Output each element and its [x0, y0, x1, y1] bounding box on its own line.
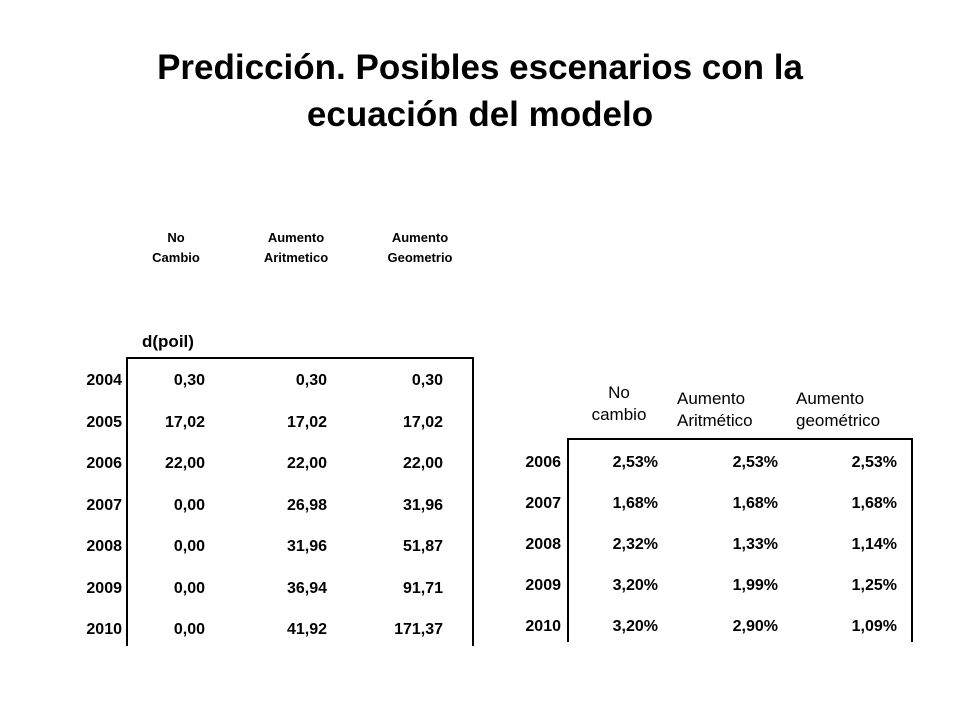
t1-year-cell: 2010 [86, 621, 122, 638]
t2-value-cell: 1,68% [612, 495, 658, 512]
t1-year-cell: 2007 [86, 497, 122, 514]
t1-value-cell: 0,30 [295, 372, 327, 389]
t1-value-cell: 91,71 [402, 580, 443, 597]
t1-unit-label: d(poil) [142, 332, 194, 351]
t1-header-line: No [167, 230, 185, 245]
t1-header-aumento-aritmetico: Aumento Aritmetico [246, 228, 346, 268]
t2-header-line: Aumento [796, 389, 865, 408]
t1-value-cell: 36,94 [286, 580, 327, 597]
t2-value-cell: 1,25% [851, 577, 897, 594]
t1-header-line: Geometrio [387, 250, 453, 265]
t2-year-cell: 2007 [525, 495, 561, 512]
t2-header-line: cambio [591, 405, 647, 424]
t1-value-cell: 17,02 [402, 414, 443, 431]
t1-year-cell: 2005 [86, 414, 122, 431]
t1-year-cell: 2006 [86, 455, 122, 472]
t1-value-cell: 22,00 [164, 455, 205, 472]
t2-year-cell: 2008 [525, 536, 561, 553]
t2-value-cell: 2,90% [732, 618, 778, 635]
t1-header-aumento-geometrio: Aumento Geometrio [370, 228, 470, 268]
t1-value-cell: 0,00 [173, 621, 205, 638]
t1-value-cell: 31,96 [286, 538, 327, 555]
t1-top-rule [126, 357, 474, 359]
t1-value-cell: 51,87 [402, 538, 443, 555]
slide-title: Predicción. Posibles escenarios con la e… [157, 48, 803, 134]
t1-year-cell: 2008 [86, 538, 122, 555]
t2-header-aumento-geometrico: Aumento geométrico [796, 388, 916, 432]
t2-right-rule [911, 438, 913, 642]
t2-value-cell: 1,09% [851, 618, 897, 635]
t1-header-line: Aumento [267, 230, 325, 245]
t2-left-rule [567, 438, 569, 642]
t1-year-cell: 2009 [86, 580, 122, 597]
t1-value-cell: 22,00 [402, 455, 443, 472]
t1-header-line: Cambio [152, 250, 200, 265]
t2-year-cell: 2006 [525, 454, 561, 471]
t2-value-cell: 1,33% [732, 536, 778, 553]
t2-header-aumento-aritmetico: Aumento Aritmético [677, 388, 787, 432]
t1-value-cell: 0,30 [173, 372, 205, 389]
t2-year-cell: 2010 [525, 618, 561, 635]
t2-year-cell: 2009 [525, 577, 561, 594]
t1-value-cell: 0,00 [173, 580, 205, 597]
t1-value-cell: 17,02 [286, 414, 327, 431]
t2-header-line: No [608, 383, 630, 402]
t1-value-cell: 17,02 [164, 414, 205, 431]
t2-header-no-cambio: No cambio [574, 382, 664, 426]
t1-year-cell: 2004 [86, 372, 122, 389]
t2-value-cell: 2,53% [732, 454, 778, 471]
t1-value-cell: 171,37 [394, 621, 443, 638]
t1-value-cell: 31,96 [402, 497, 443, 514]
t2-value-cell: 1,99% [732, 577, 778, 594]
t2-value-cell: 1,68% [732, 495, 778, 512]
t2-value-cell: 1,68% [851, 495, 897, 512]
t1-value-cell: 26,98 [286, 497, 327, 514]
t1-header-no-cambio: No Cambio [126, 228, 226, 268]
t2-value-cell: 3,20% [612, 577, 658, 594]
t1-value-cell: 22,00 [286, 455, 327, 472]
t2-top-rule [567, 438, 913, 440]
t1-value-cell: 0,00 [173, 497, 205, 514]
t2-value-cell: 2,53% [612, 454, 658, 471]
t1-right-rule [472, 357, 474, 646]
t2-header-line: Aritmético [677, 411, 753, 430]
t2-value-cell: 2,32% [612, 536, 658, 553]
t2-header-line: geométrico [796, 411, 881, 430]
t2-value-cell: 1,14% [851, 536, 897, 553]
t2-value-cell: 2,53% [851, 454, 897, 471]
t1-value-cell: 0,30 [411, 372, 443, 389]
t1-header-line: Aritmetico [263, 250, 329, 265]
t2-header-line: Aumento [677, 389, 746, 408]
t1-header-line: Aumento [391, 230, 449, 245]
t1-left-rule [126, 357, 128, 646]
t1-value-cell: 41,92 [286, 621, 327, 638]
t1-value-cell: 0,00 [173, 538, 205, 555]
t2-value-cell: 3,20% [612, 618, 658, 635]
